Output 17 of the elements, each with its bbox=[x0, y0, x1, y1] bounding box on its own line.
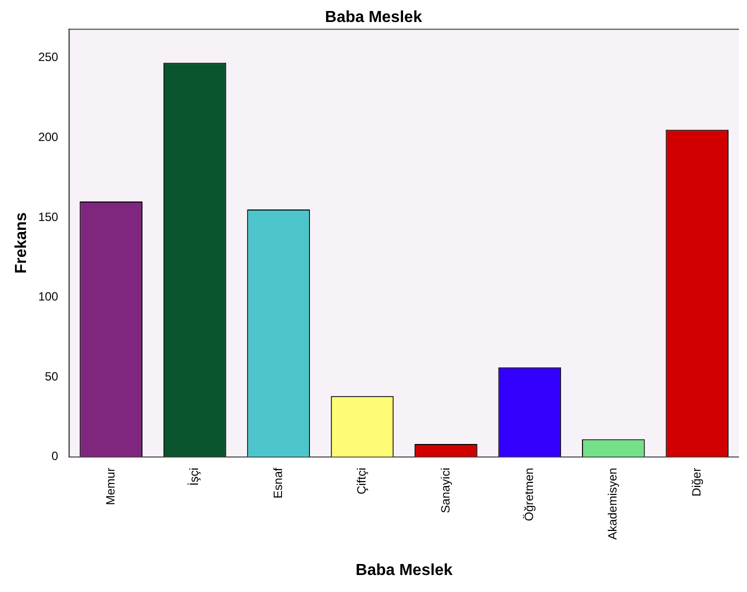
x-tick-label: Çiftçi bbox=[354, 468, 369, 494]
y-tick-label: 100 bbox=[38, 290, 59, 304]
x-tick-label: Esnaf bbox=[270, 467, 285, 498]
x-axis-title: Baba Meslek bbox=[356, 562, 453, 579]
y-tick-label: 0 bbox=[52, 449, 59, 464]
x-tick-label: Sanayici bbox=[438, 468, 452, 514]
chart-title: Baba Meslek bbox=[325, 9, 422, 26]
y-tick-label: 250 bbox=[38, 50, 59, 64]
x-tick-label: Akademisyen bbox=[606, 468, 620, 540]
x-tick-label: Diğer bbox=[689, 468, 704, 496]
y-tick-label: 150 bbox=[38, 210, 59, 224]
y-axis-title: Frekans bbox=[13, 212, 30, 274]
y-tick-label: 200 bbox=[38, 130, 59, 144]
x-tick-label: Öğretmen bbox=[522, 468, 536, 522]
y-tick-label: 50 bbox=[44, 369, 59, 384]
x-tick-label: İşçi bbox=[187, 468, 202, 486]
x-tick-label: Memur bbox=[103, 468, 118, 506]
